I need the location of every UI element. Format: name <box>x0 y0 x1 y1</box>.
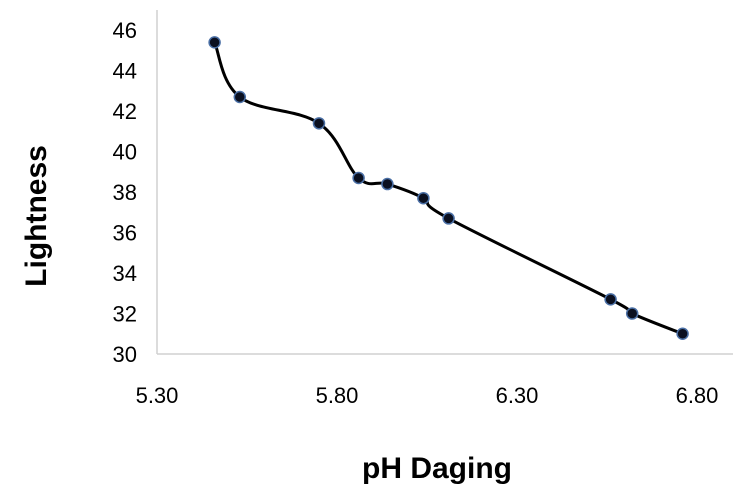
x-tick-label: 6.30 <box>496 383 539 408</box>
y-tick-label: 42 <box>113 99 137 124</box>
data-point <box>625 307 639 320</box>
x-tick-label: 6.80 <box>676 383 719 408</box>
data-point <box>442 212 455 225</box>
data-point <box>233 90 247 104</box>
data-point <box>676 327 689 341</box>
data-point <box>208 36 221 49</box>
y-tick-label: 34 <box>113 261 137 286</box>
x-axis-title: pH Daging <box>362 452 512 485</box>
data-point <box>312 117 326 130</box>
y-tick-label: 44 <box>113 59 137 84</box>
y-tick-label: 40 <box>113 140 137 165</box>
axes <box>156 10 733 355</box>
data-points <box>208 36 689 341</box>
series-line <box>213 41 684 336</box>
data-point <box>604 293 617 306</box>
x-tick-labels: 5.30 5.80 6.30 6.80 <box>136 383 719 408</box>
data-point <box>381 177 394 191</box>
y-tick-label: 32 <box>113 302 137 327</box>
data-point <box>352 171 365 185</box>
y-tick-label: 38 <box>113 180 137 205</box>
y-tick-label: 46 <box>113 18 137 43</box>
y-tick-label: 30 <box>113 342 137 367</box>
y-tick-labels: 30 32 34 36 38 40 42 44 46 <box>113 18 137 367</box>
x-tick-label: 5.30 <box>136 383 179 408</box>
y-axis-title: Lightness <box>20 145 53 287</box>
x-tick-label: 5.80 <box>316 383 359 408</box>
y-tick-label: 36 <box>113 221 137 246</box>
data-point <box>417 191 430 205</box>
